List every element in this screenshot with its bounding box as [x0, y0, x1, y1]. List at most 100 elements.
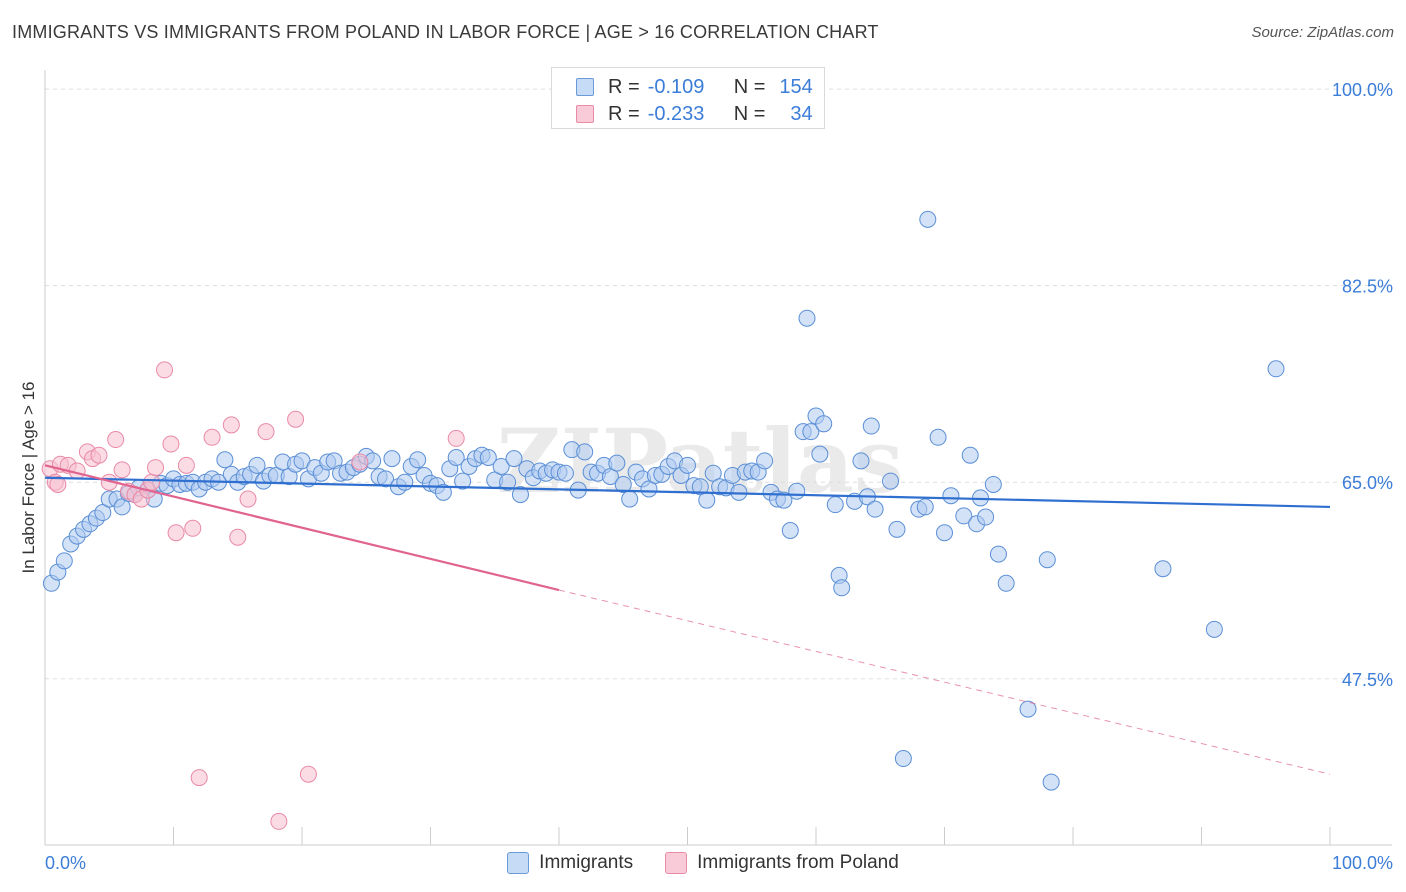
data-point-poland: [287, 410, 305, 428]
n-value: 154: [779, 75, 813, 98]
y-tick-label: 65.0%: [1342, 473, 1393, 493]
data-point-immigrants: [942, 487, 960, 505]
data-point-immigrants: [882, 472, 900, 490]
data-point-immigrants: [852, 452, 870, 470]
data-point-immigrants: [1038, 551, 1056, 569]
data-point-immigrants: [781, 522, 799, 540]
data-point-immigrants: [492, 457, 510, 475]
chart-title: IMMIGRANTS VS IMMIGRANTS FROM POLAND IN …: [12, 22, 879, 42]
n-value: 34: [790, 102, 813, 125]
series-immigrants-points: [42, 210, 1285, 791]
data-point-immigrants: [1042, 773, 1060, 791]
data-point-immigrants: [788, 482, 806, 500]
y-axis-title: In Labor Force | Age > 16: [19, 381, 38, 573]
legend-label: Immigrants: [539, 852, 634, 873]
data-point-immigrants: [447, 449, 465, 466]
data-point-immigrants: [383, 450, 401, 468]
r-value: -0.109: [647, 75, 705, 98]
data-point-immigrants: [698, 491, 716, 509]
data-point-immigrants: [798, 309, 816, 327]
data-point-immigrants: [479, 449, 497, 466]
data-point-poland: [190, 769, 208, 787]
data-point-poland: [257, 423, 275, 441]
data-point-immigrants: [919, 210, 937, 228]
r-label: R =: [608, 75, 640, 98]
data-point-immigrants: [1205, 620, 1223, 638]
data-point-immigrants: [505, 450, 523, 468]
data-point-immigrants: [977, 508, 995, 526]
data-point-poland: [222, 416, 240, 434]
data-point-immigrants: [815, 415, 833, 433]
trend-line-immigrants: [44, 476, 1331, 509]
data-point-poland: [167, 524, 185, 542]
data-point-immigrants: [756, 452, 774, 470]
y-tick-label: 100.0%: [1332, 80, 1393, 100]
data-point-poland: [351, 453, 369, 471]
trend-lines: [44, 464, 1331, 775]
legend-row-immigrants: R = -0.109 N = 154: [576, 74, 813, 100]
data-point-poland: [203, 428, 221, 446]
grid-lines: [45, 88, 1392, 680]
data-point-immigrants: [216, 451, 234, 469]
data-point-poland: [162, 435, 180, 453]
data-point-immigrants: [955, 507, 973, 525]
data-point-immigrants: [888, 520, 906, 538]
data-point-immigrants: [556, 464, 574, 482]
data-point-immigrants: [989, 545, 1007, 563]
data-point-immigrants: [454, 472, 472, 490]
data-point-immigrants: [916, 498, 934, 516]
n-label: N =: [733, 102, 766, 125]
data-point-immigrants: [984, 475, 1002, 493]
data-point-poland: [229, 528, 247, 546]
trend-line-poland: [44, 464, 560, 592]
data-point-immigrants: [1019, 700, 1037, 718]
data-point-immigrants: [377, 470, 395, 488]
x-tick-label: 0.0%: [45, 853, 86, 873]
legend-row-poland: R = -0.233 N = 34: [576, 101, 813, 127]
y-tick-label: 82.5%: [1342, 277, 1393, 297]
data-point-immigrants: [621, 490, 639, 508]
data-point-immigrants: [961, 446, 979, 464]
data-point-poland: [147, 459, 165, 477]
legend-item-poland: Immigrants from Poland: [665, 852, 899, 874]
r-value: -0.233: [647, 102, 705, 125]
legend-swatch-blue: [576, 78, 594, 96]
data-point-immigrants: [1267, 360, 1285, 378]
legend-label: Immigrants from Poland: [697, 852, 899, 873]
data-point-immigrants: [862, 417, 880, 435]
data-point-immigrants: [1154, 560, 1172, 578]
legend-swatch-pink: [576, 105, 594, 123]
data-point-poland: [270, 812, 288, 830]
data-point-immigrants: [936, 524, 953, 542]
data-point-immigrants: [608, 454, 626, 472]
trend-line-poland-extrapolated: [558, 589, 1331, 775]
data-point-poland: [447, 429, 465, 447]
data-point-immigrants: [802, 423, 820, 441]
series-legend: Immigrants Immigrants from Poland: [0, 852, 1406, 874]
data-point-poland: [239, 490, 257, 508]
data-point-poland: [156, 361, 174, 379]
data-point-immigrants: [811, 445, 829, 463]
data-point-immigrants: [248, 456, 266, 474]
legend-item-immigrants: Immigrants: [507, 852, 633, 874]
data-point-poland: [113, 461, 131, 479]
axes: [44, 70, 1392, 846]
x-tick-label: 100.0%: [1332, 853, 1393, 873]
data-point-immigrants: [396, 473, 414, 491]
data-point-immigrants: [826, 496, 844, 514]
data-point-immigrants: [866, 500, 884, 518]
legend-swatch-pink: [665, 852, 688, 874]
data-point-poland: [90, 446, 108, 464]
data-point-immigrants: [434, 483, 452, 501]
data-point-immigrants: [409, 451, 427, 469]
axis-labels: 47.5% 65.0% 82.5% 100.0% 0.0% 100.0% In Labor …: [19, 80, 1393, 873]
data-point-immigrants: [679, 456, 696, 474]
data-point-immigrants: [833, 579, 851, 597]
legend-swatch-blue: [507, 852, 530, 874]
data-point-immigrants: [997, 574, 1015, 592]
y-tick-label: 47.5%: [1342, 670, 1393, 690]
source-label: Source: ZipAtlas.com: [1251, 24, 1394, 41]
correlation-legend: R = -0.109 N = 154 R = -0.233 N = 34: [551, 67, 825, 129]
data-point-poland: [184, 519, 202, 537]
